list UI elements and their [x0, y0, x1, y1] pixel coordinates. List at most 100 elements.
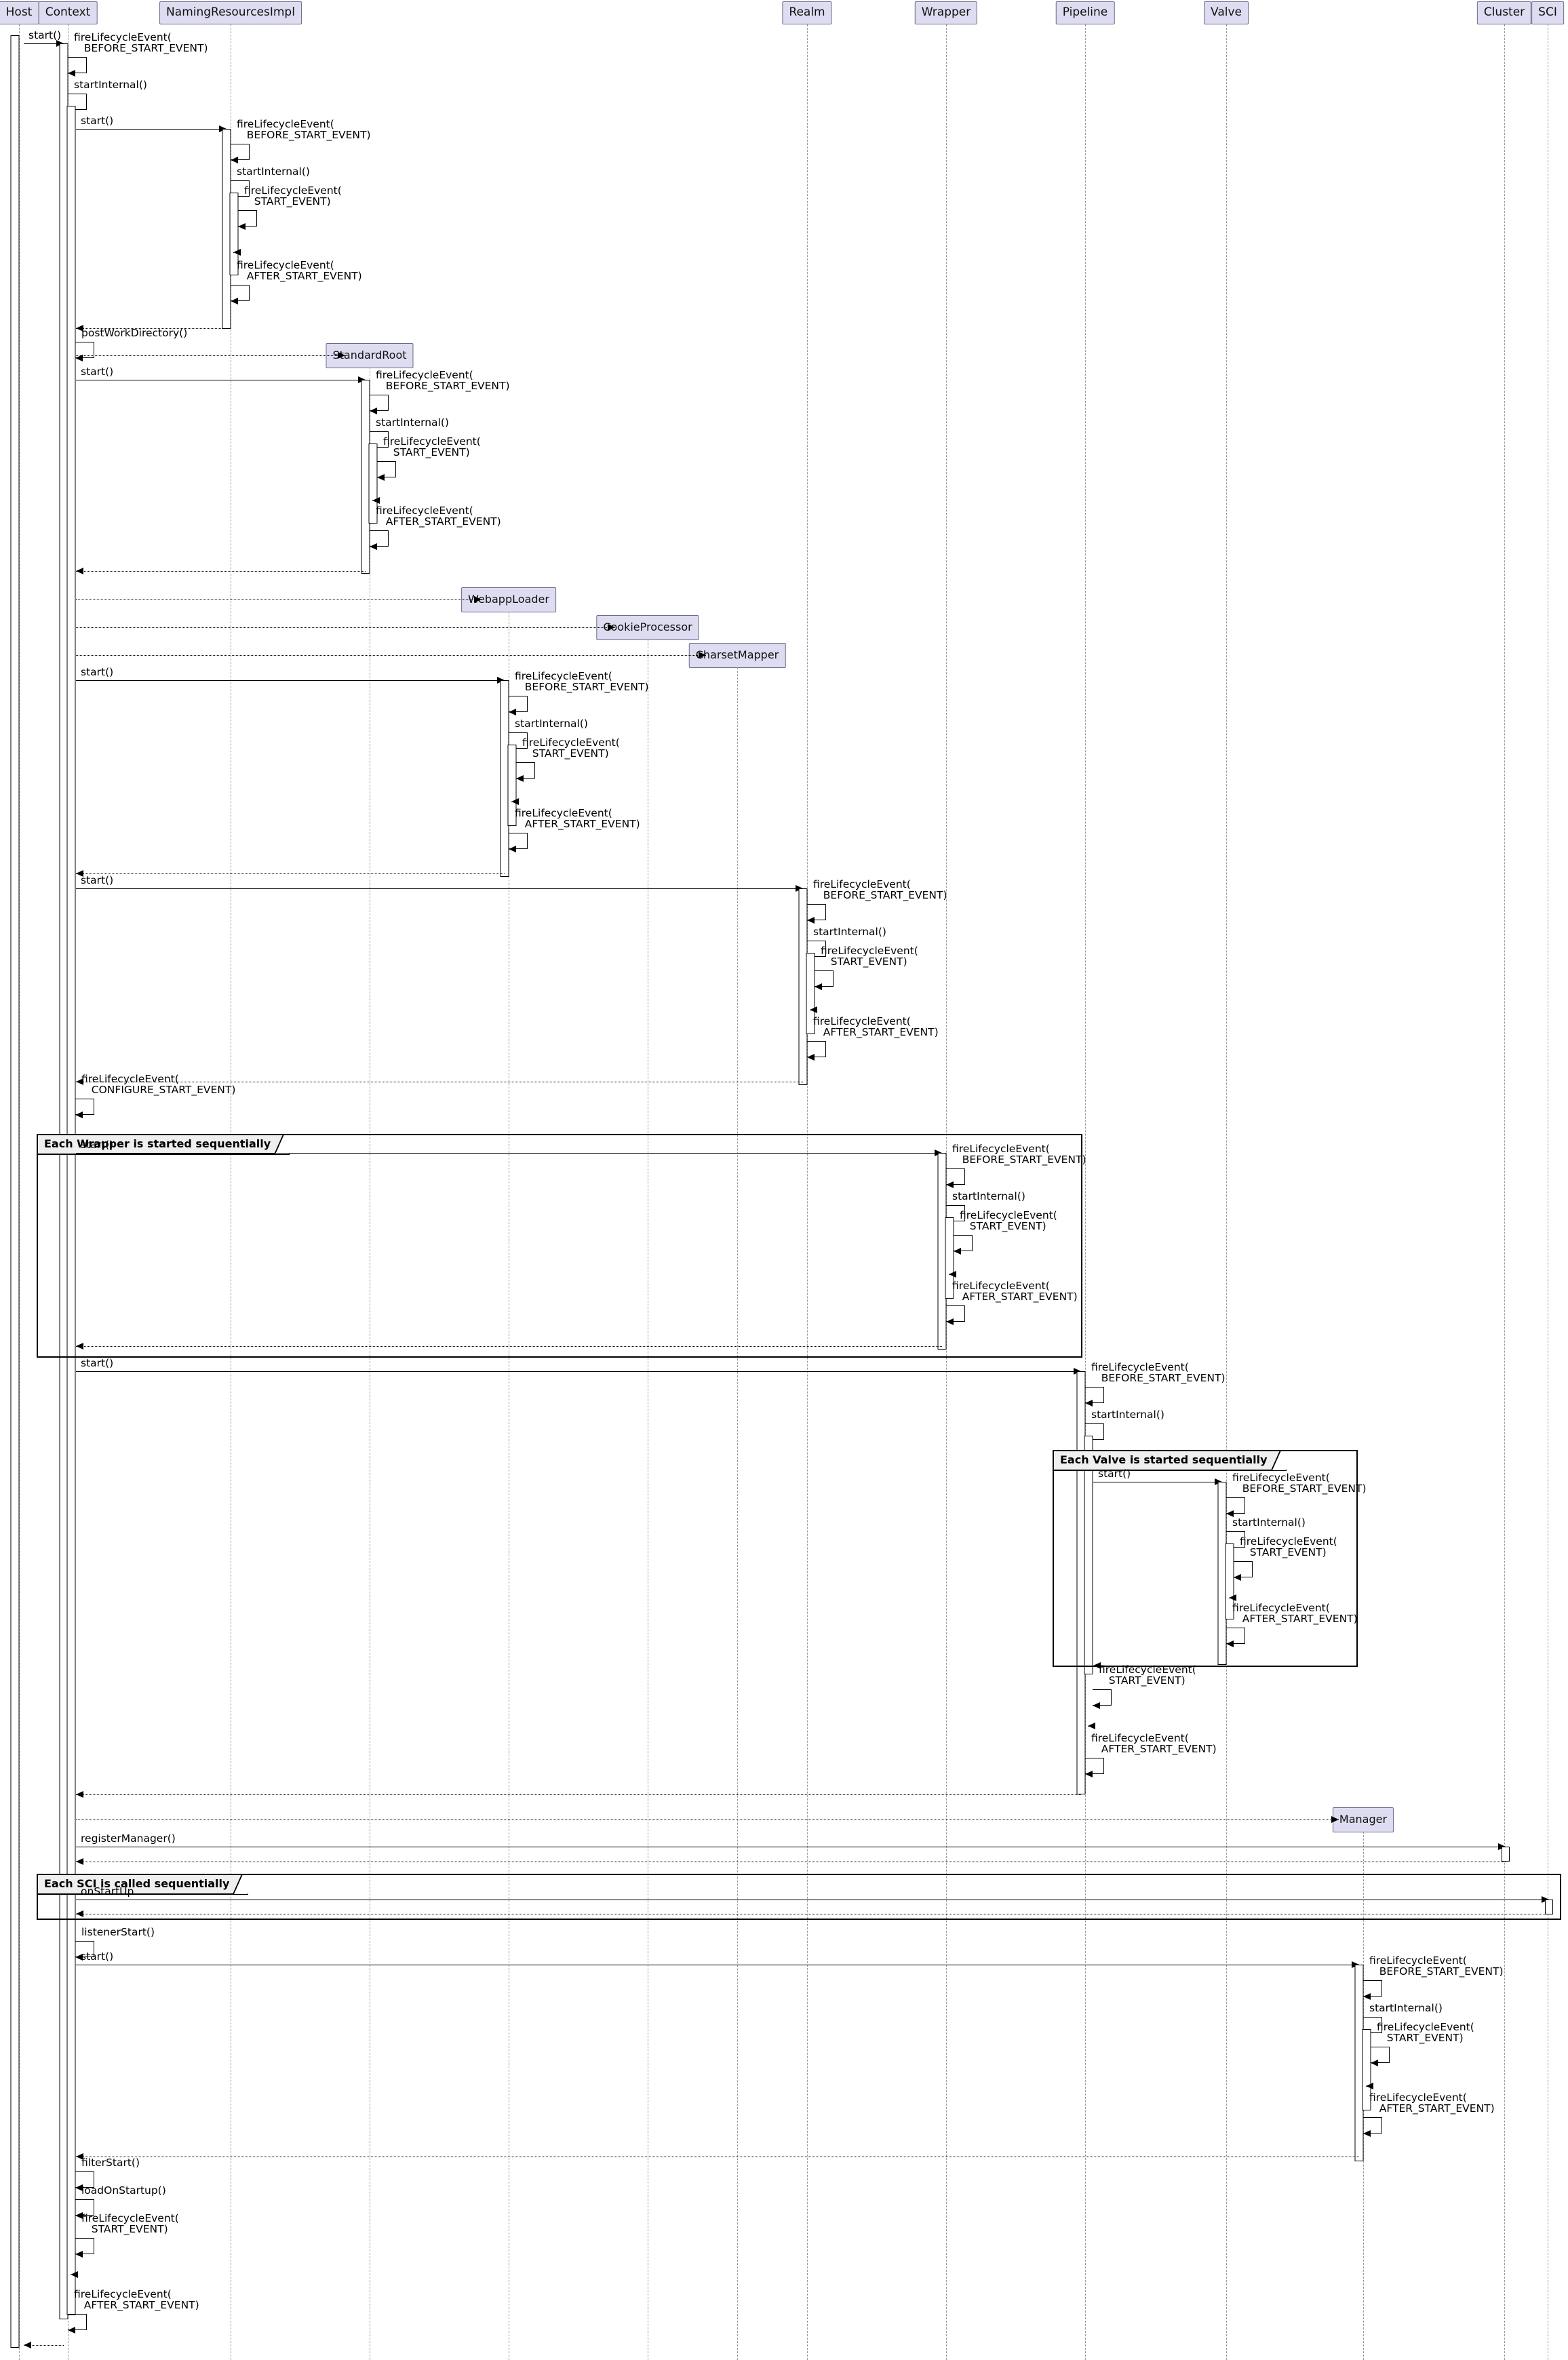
self-context-start-event [75, 2238, 94, 2254]
self-valve-after-start-label: fireLifecycleEvent( AFTER_START_EVENT) [1232, 1602, 1358, 1625]
participant-manager[interactable]: Manager [1332, 1807, 1394, 1832]
self-pipeline-before-start-label: fireLifecycleEvent( BEFORE_START_EVENT) [1091, 1361, 1226, 1384]
create-webapploader [76, 599, 482, 600]
self-pipeline-start-event [1093, 1689, 1112, 1706]
arrow-head-right [935, 1149, 942, 1156]
self-context-post-work-directory-label: postWorkDirectory() [81, 327, 188, 339]
self-webapploader-after-start-label: fireLifecycleEvent( AFTER_START_EVENT) [515, 807, 640, 830]
self-valve-start-internal-label: startInternal() [1232, 1516, 1306, 1529]
arrow-head-left [954, 1247, 961, 1255]
self-wrapper-after-start-label: fireLifecycleEvent( AFTER_START_EVENT) [952, 1280, 1078, 1303]
self-standardroot-after-start-label: fireLifecycleEvent( AFTER_START_EVENT) [376, 505, 501, 528]
self-webapploader-before-start [509, 696, 528, 712]
self-context-before-start-label: fireLifecycleEvent( BEFORE_START_EVENT) [74, 31, 208, 54]
activation-wrapper-2 [945, 1217, 954, 1299]
self-manager-before-start [1363, 1980, 1382, 1997]
self-pipeline-before-start [1085, 1387, 1104, 1403]
arrow-head-left [372, 496, 380, 504]
self-realm-start-event [815, 970, 834, 987]
activation-pipeline-2 [1084, 1436, 1093, 1674]
self-context-start-internal-label: startInternal() [74, 79, 147, 91]
self-context-post-work-directory [75, 342, 94, 358]
activation-context-2 [66, 106, 76, 2315]
self-naming-after-start [231, 285, 250, 301]
self-manager-after-start [1363, 2117, 1382, 2133]
arrow-head-left [76, 869, 83, 877]
self-realm-start-internal-label: startInternal() [813, 926, 886, 938]
self-standardroot-start-internal [370, 431, 389, 448]
fragment-frag-sci [37, 1874, 1561, 1920]
self-naming-start-event-label: fireLifecycleEvent( START_EVENT) [244, 184, 342, 208]
self-wrapper-start-internal [946, 1205, 965, 1221]
self-naming-after-start-label: fireLifecycleEvent( AFTER_START_EVENT) [237, 259, 362, 282]
participant-pipeline[interactable]: Pipeline [1055, 1, 1115, 24]
self-realm-start-internal [807, 941, 826, 957]
arrow-head-left [946, 1181, 954, 1188]
arrow-head-right [1074, 1367, 1081, 1375]
activation-realm-2 [806, 953, 815, 1034]
self-pipeline-after-start-label: fireLifecycleEvent( AFTER_START_EVENT) [1091, 1732, 1217, 1755]
arrow-head-left [516, 774, 524, 782]
msg-context-standardroot-start-label: start() [81, 366, 114, 378]
ret-naming-context [76, 328, 227, 329]
self-wrapper-before-start-label: fireLifecycleEvent( BEFORE_START_EVENT) [952, 1143, 1086, 1166]
arrow-head-right [1215, 1478, 1222, 1485]
arrow-head-left [76, 2152, 83, 2160]
self-context-before-start [68, 57, 87, 73]
activation-webapploader-2 [507, 745, 517, 826]
ret-standardroot-context [76, 571, 366, 572]
arrow-head-left [76, 324, 83, 332]
activation-sci [1545, 1900, 1553, 1914]
self-realm-start-event-label: fireLifecycleEvent( START_EVENT) [821, 945, 918, 968]
lifeline-cluster [1504, 24, 1505, 2360]
participant-host[interactable]: Host [0, 1, 39, 24]
ret-webapploader-context [76, 873, 505, 874]
participant-realm[interactable]: Realm [782, 1, 832, 24]
arrow-head-left [68, 69, 75, 77]
arrow-head-left [1226, 1510, 1234, 1517]
arrow-head-left [68, 2326, 75, 2334]
arrow-head-left [75, 2250, 83, 2258]
self-wrapper-start-internal-label: startInternal() [952, 1190, 1025, 1202]
self-naming-before-start [231, 144, 250, 160]
arrow-head-left [1366, 2082, 1373, 2089]
self-webapploader-start-internal [509, 732, 528, 749]
self-pipeline-after-start [1085, 1758, 1104, 1774]
self-realm-before-start [807, 904, 826, 920]
arrow-head-right [474, 595, 482, 603]
arrow-head-left [949, 1270, 956, 1278]
participant-charsetmap[interactable]: CharsetMapper [688, 643, 786, 668]
participant-wrapper[interactable]: Wrapper [914, 1, 978, 24]
self-valve-start-event-label: fireLifecycleEvent( START_EVENT) [1240, 1535, 1337, 1558]
self-standardroot-start-event-label: fireLifecycleEvent( START_EVENT) [383, 435, 481, 458]
self-webapploader-start-internal-label: startInternal() [515, 717, 588, 730]
participant-valve[interactable]: Valve [1204, 1, 1249, 24]
self-realm-before-start-label: fireLifecycleEvent( BEFORE_START_EVENT) [813, 878, 947, 901]
self-context-filter-start [75, 2171, 94, 2188]
arrow-head-left [76, 1857, 83, 1865]
arrow-head-left [75, 2211, 83, 2219]
arrow-head-right [699, 651, 706, 658]
msg-context-naming-start [76, 129, 227, 130]
participant-sci[interactable]: SCI [1531, 1, 1564, 24]
participant-context[interactable]: Context [38, 1, 98, 24]
arrow-head-right [1352, 1961, 1359, 1968]
participant-naming[interactable]: NamingResourcesImpl [159, 1, 302, 24]
self-pipeline-start-internal-label: startInternal() [1091, 1409, 1164, 1421]
msg-context-webapploader-start-label: start() [81, 666, 114, 678]
msg-context-realm-start [76, 888, 803, 889]
activation-manager-2 [1362, 2029, 1371, 2110]
arrow-head-right [608, 623, 615, 631]
self-context-configure-start-label: fireLifecycleEvent( CONFIGURE_START_EVEN… [81, 1073, 236, 1096]
self-webapploader-start-event-label: fireLifecycleEvent( START_EVENT) [522, 736, 620, 760]
ret-wrapper-context [76, 1346, 942, 1347]
self-wrapper-after-start [946, 1305, 965, 1322]
arrow-head-left [1093, 1661, 1101, 1669]
self-context-after-start [68, 2314, 87, 2330]
arrow-head-left [76, 1342, 83, 1350]
participant-cluster[interactable]: Cluster [1476, 1, 1532, 24]
self-manager-start-event [1371, 2047, 1390, 2063]
msg-context-pipeline-start [76, 1371, 1081, 1372]
arrow-head-left [76, 1078, 83, 1085]
